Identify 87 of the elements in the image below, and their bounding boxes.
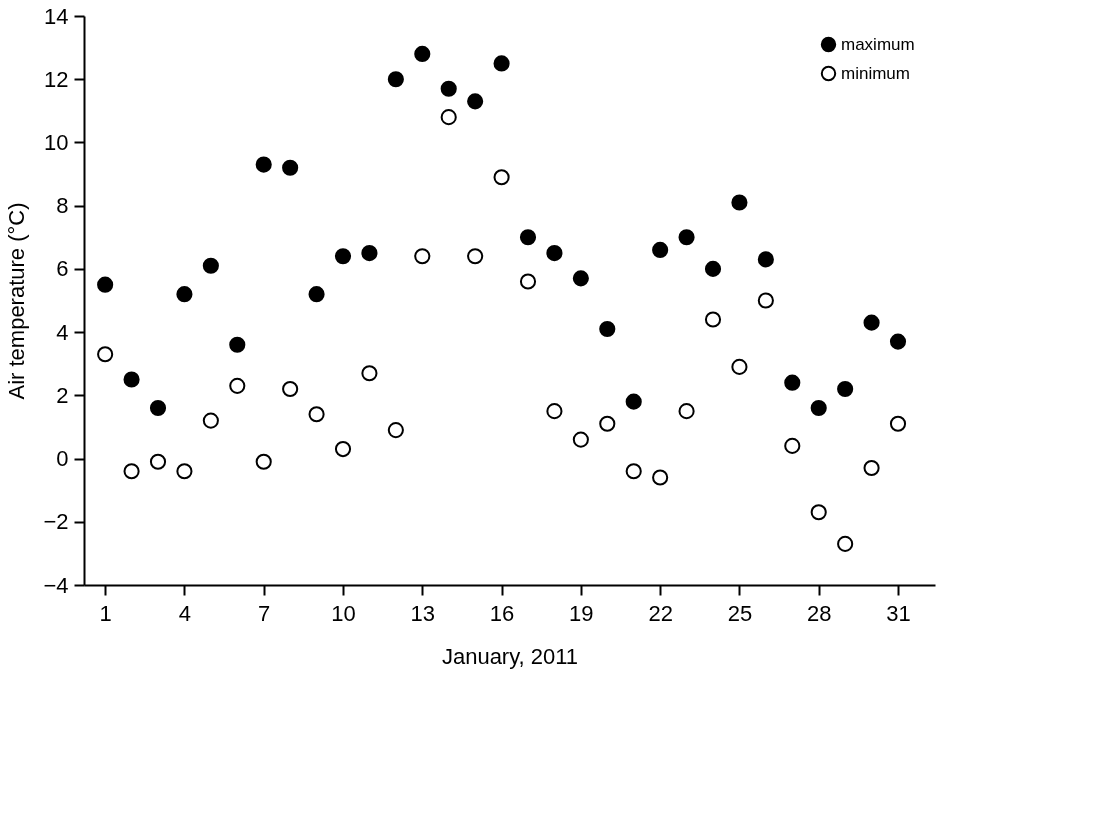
y-tick-label: 2 <box>56 382 69 408</box>
point <box>784 374 801 391</box>
y-tick-label: 14 <box>44 3 69 29</box>
point <box>176 286 193 303</box>
point <box>202 412 219 429</box>
point <box>519 229 537 246</box>
x-tick-label: 13 <box>410 600 436 626</box>
point <box>731 194 748 211</box>
point <box>467 248 484 265</box>
y-tick-label: −4 <box>43 572 69 598</box>
y-tick-label: 10 <box>44 129 69 155</box>
point <box>757 251 774 268</box>
point <box>308 286 325 303</box>
point <box>493 169 510 186</box>
y-tick-label: 6 <box>56 256 69 282</box>
point <box>863 314 880 331</box>
point <box>810 399 827 417</box>
point <box>414 248 431 265</box>
point <box>149 453 167 470</box>
point <box>440 109 457 126</box>
point <box>229 377 246 394</box>
x-tick-label: 28 <box>806 600 832 626</box>
point <box>387 422 404 439</box>
point <box>572 431 589 448</box>
point <box>467 93 484 110</box>
point <box>704 260 722 277</box>
point <box>652 469 669 486</box>
x-tick-label: 4 <box>178 600 192 626</box>
point <box>599 415 616 432</box>
point <box>546 403 563 420</box>
point <box>784 437 801 454</box>
point <box>334 248 352 265</box>
y-tick-label: 8 <box>56 193 69 219</box>
x-tick-label: 7 <box>258 600 271 626</box>
point <box>704 311 722 328</box>
x-axis-title: January, 2011 <box>441 643 579 669</box>
y-tick-label: 12 <box>44 66 69 92</box>
x-tick-label: 19 <box>569 600 594 626</box>
point <box>519 273 537 290</box>
y-tick-label: 4 <box>56 319 69 345</box>
x-tick-label: 10 <box>331 600 356 626</box>
point <box>810 504 827 521</box>
point <box>361 365 378 382</box>
point <box>282 380 299 398</box>
point <box>149 399 167 417</box>
point <box>282 159 299 176</box>
point <box>229 336 246 353</box>
point <box>837 380 854 398</box>
y-axis-title: Air temperature (°C) <box>4 202 30 400</box>
legend-label: maximum <box>841 34 915 54</box>
point <box>202 257 219 274</box>
point <box>731 358 748 375</box>
x-tick-label: 16 <box>489 600 515 626</box>
y-tick-label: −2 <box>43 509 69 535</box>
point <box>889 415 907 432</box>
y-tick-label: 0 <box>56 446 69 472</box>
point <box>678 229 695 246</box>
point <box>123 463 140 480</box>
point <box>255 453 272 470</box>
point <box>625 463 642 480</box>
point <box>176 463 193 480</box>
legend-label: minimum <box>841 63 910 83</box>
point <box>678 403 695 420</box>
point <box>757 292 774 309</box>
x-tick-label: 25 <box>727 600 753 626</box>
point <box>255 156 272 173</box>
point <box>546 245 563 262</box>
x-tick-label: 31 <box>886 600 911 626</box>
point <box>414 45 431 62</box>
point <box>889 333 907 350</box>
point <box>334 441 352 458</box>
point <box>361 245 378 262</box>
point <box>387 71 404 88</box>
point <box>493 55 510 72</box>
x-tick-label: 22 <box>648 600 673 626</box>
point <box>837 535 854 552</box>
point <box>440 80 457 97</box>
point <box>863 459 880 477</box>
point <box>308 406 325 423</box>
point <box>652 241 669 258</box>
point <box>572 270 589 287</box>
point <box>97 346 114 363</box>
point <box>599 320 616 338</box>
point <box>123 371 140 388</box>
x-tick-label: 1 <box>99 600 112 626</box>
point <box>625 393 642 410</box>
point <box>97 276 114 293</box>
